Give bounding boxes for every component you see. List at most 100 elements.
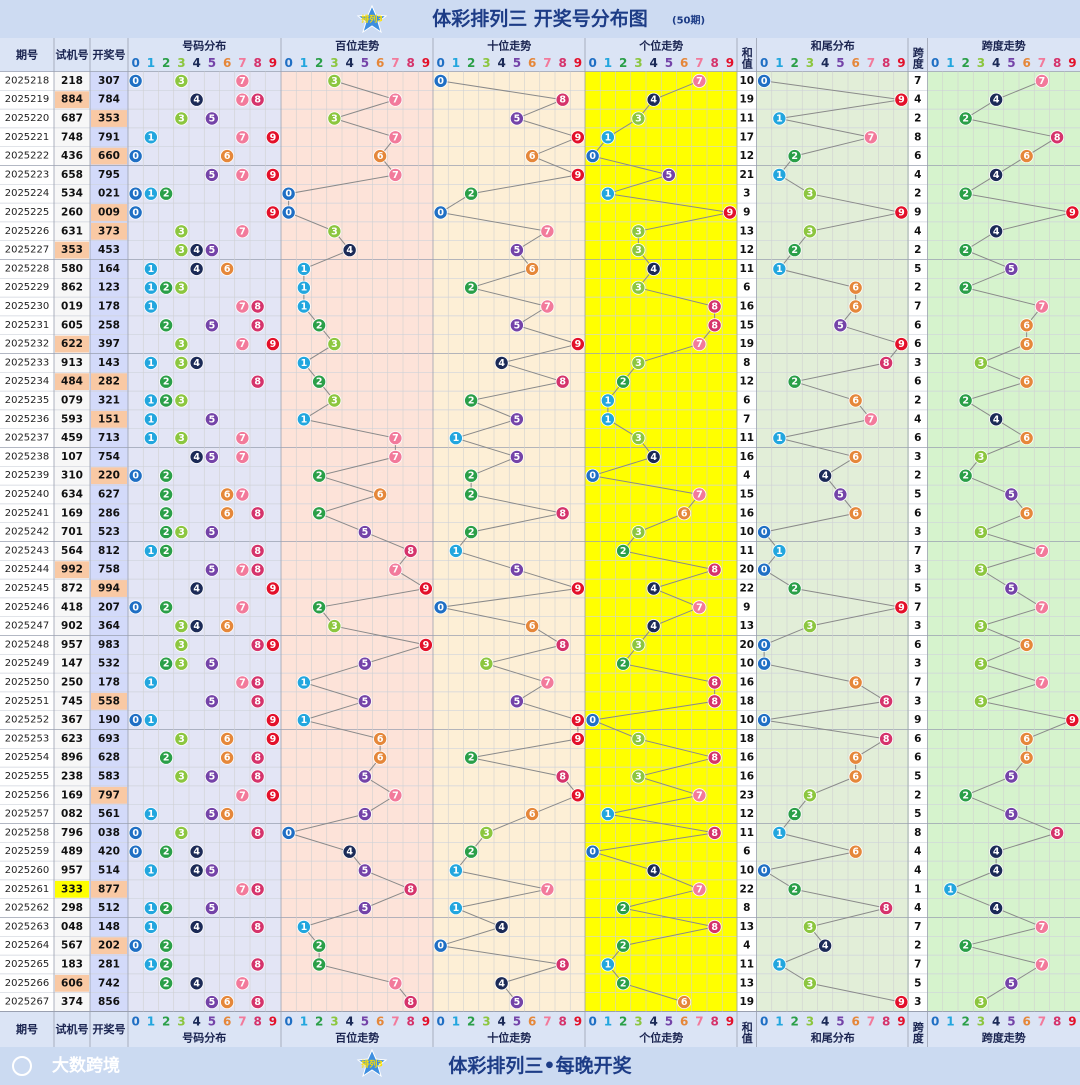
ball-number: 1 xyxy=(776,433,783,444)
cell-trial: 884 xyxy=(61,94,83,106)
ball xyxy=(772,957,787,972)
ball xyxy=(1065,713,1080,728)
ball xyxy=(989,224,1004,239)
cell-sum: 23 xyxy=(739,789,754,801)
cell-draw: 583 xyxy=(98,771,120,783)
pair-highlight xyxy=(91,880,127,898)
ball-number: 2 xyxy=(468,490,475,501)
section-header: 个位走势 xyxy=(638,1031,683,1045)
ball-number: 7 xyxy=(1039,302,1046,313)
cell-sum: 12 xyxy=(739,376,754,388)
cell-period: 2025254 xyxy=(5,752,50,763)
ball xyxy=(204,694,219,709)
ball-number: 3 xyxy=(978,659,985,670)
ball-number: 5 xyxy=(1008,772,1015,783)
cell-draw: 220 xyxy=(98,470,120,482)
ball xyxy=(357,694,372,709)
ball-number: 7 xyxy=(239,339,246,350)
cell-draw: 812 xyxy=(98,545,120,557)
cell-sum: 13 xyxy=(739,225,754,237)
ball-number: 6 xyxy=(681,997,688,1008)
ball xyxy=(235,130,250,145)
ball-number: 2 xyxy=(791,151,798,162)
cell-span: 3 xyxy=(914,658,921,670)
ball xyxy=(143,957,158,972)
digit-header: 3 xyxy=(330,1015,338,1029)
cell-trial: 567 xyxy=(61,940,83,952)
ball-number: 4 xyxy=(193,95,200,106)
ball-number: 2 xyxy=(620,546,627,557)
ball-number: 8 xyxy=(711,922,718,933)
badge-text: 排列3 xyxy=(361,1059,383,1069)
ball xyxy=(1034,543,1049,558)
ball-number: 6 xyxy=(852,678,859,689)
cell-span: 1 xyxy=(914,883,921,895)
ball-number: 3 xyxy=(483,828,490,839)
column-header: 期号 xyxy=(16,47,38,61)
cell-span: 5 xyxy=(914,977,921,989)
digit-header: 9 xyxy=(1068,56,1076,70)
cell-span: 5 xyxy=(914,583,921,595)
ball xyxy=(464,393,479,408)
cell-sum: 10 xyxy=(739,865,754,877)
cell-period: 2025247 xyxy=(5,621,50,632)
ball xyxy=(707,825,722,840)
ball-number: 3 xyxy=(178,339,185,350)
ball-number: 5 xyxy=(209,997,216,1008)
cell-span: 5 xyxy=(914,263,921,275)
ball-number: 8 xyxy=(559,377,566,388)
digit-header: 0 xyxy=(588,1015,596,1029)
digit-header: 4 xyxy=(497,1015,505,1029)
ball-number: 0 xyxy=(761,659,768,670)
ball xyxy=(833,487,848,502)
digit-header: 3 xyxy=(634,56,642,70)
ball xyxy=(958,393,973,408)
ball-number: 8 xyxy=(711,828,718,839)
ball xyxy=(692,487,707,502)
ball xyxy=(1019,731,1034,746)
ball-number: 4 xyxy=(993,903,1000,914)
cell-sum: 13 xyxy=(739,977,754,989)
ball xyxy=(312,506,327,521)
ball xyxy=(1019,149,1034,164)
ball xyxy=(174,656,189,671)
ball xyxy=(555,506,570,521)
ball xyxy=(464,525,479,540)
ball xyxy=(646,92,661,107)
ball xyxy=(787,149,802,164)
ball-number: 1 xyxy=(301,922,308,933)
ball-number: 8 xyxy=(883,903,890,914)
ball-number: 3 xyxy=(178,114,185,125)
ball xyxy=(570,130,585,145)
ball xyxy=(327,111,342,126)
cell-trial: 436 xyxy=(61,150,83,162)
ball xyxy=(373,731,388,746)
cell-sum: 15 xyxy=(739,489,754,501)
ball xyxy=(802,186,817,201)
ball xyxy=(631,637,646,652)
cell-span: 2 xyxy=(914,113,921,125)
ball xyxy=(296,675,311,690)
ball xyxy=(296,412,311,427)
ball xyxy=(848,506,863,521)
ball xyxy=(464,280,479,295)
ball-number: 1 xyxy=(776,828,783,839)
digit-header: 8 xyxy=(558,1015,566,1029)
pair-highlight xyxy=(91,786,127,804)
ball xyxy=(802,976,817,991)
ball xyxy=(616,543,631,558)
ball xyxy=(616,656,631,671)
ball-number: 2 xyxy=(316,602,323,613)
ball-number: 8 xyxy=(254,640,261,651)
ball-number: 3 xyxy=(807,922,814,933)
header-bg xyxy=(0,1011,1080,1047)
ball-number: 0 xyxy=(132,208,139,219)
cell-span: 2 xyxy=(914,789,921,801)
ball-number: 2 xyxy=(163,377,170,388)
ball-number: 1 xyxy=(148,809,155,820)
ball-number: 5 xyxy=(209,866,216,877)
cell-sum: 11 xyxy=(739,545,754,557)
ball-number: 3 xyxy=(331,226,338,237)
digit-header: 5 xyxy=(513,56,521,70)
ball-number: 8 xyxy=(711,678,718,689)
